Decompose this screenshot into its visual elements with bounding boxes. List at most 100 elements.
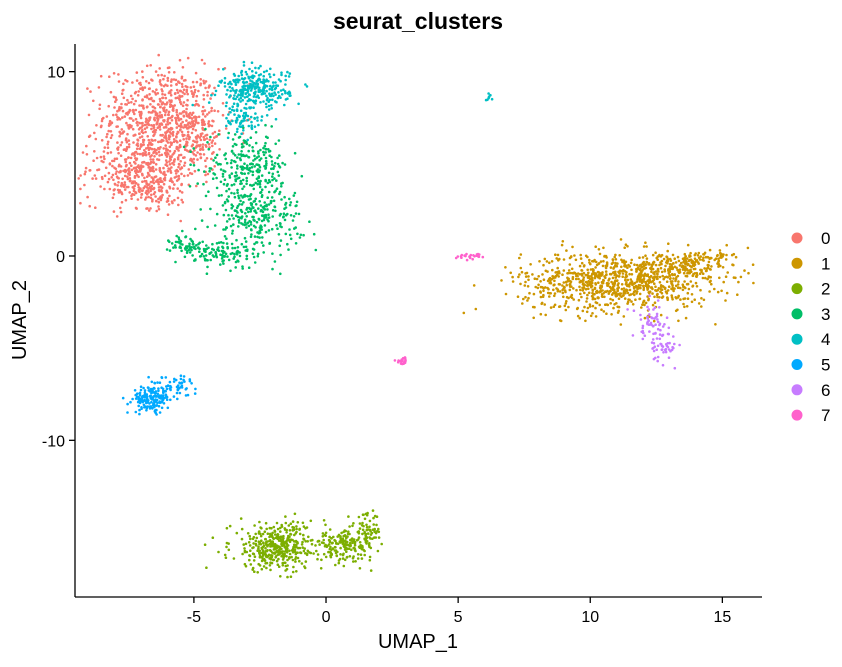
data-point xyxy=(293,533,296,537)
legend-label: 4 xyxy=(821,330,830,349)
data-point xyxy=(191,254,194,257)
data-point xyxy=(531,273,534,276)
data-point xyxy=(662,277,665,281)
data-point xyxy=(145,207,148,210)
data-point xyxy=(273,548,276,551)
data-point xyxy=(191,95,195,98)
data-point xyxy=(274,81,277,84)
data-point xyxy=(222,241,225,245)
data-point xyxy=(252,552,256,556)
data-point xyxy=(521,302,524,305)
data-point xyxy=(250,233,253,236)
data-point xyxy=(179,377,183,381)
data-point xyxy=(150,78,153,81)
data-point xyxy=(233,113,236,116)
data-point xyxy=(281,161,284,165)
data-point xyxy=(110,121,114,124)
data-point xyxy=(354,560,357,563)
data-point xyxy=(123,158,127,161)
data-point xyxy=(320,541,324,544)
data-point xyxy=(280,535,284,539)
data-point xyxy=(166,123,170,126)
data-point xyxy=(265,105,268,109)
data-point xyxy=(97,86,101,89)
data-point xyxy=(647,263,650,266)
data-point xyxy=(279,222,282,225)
data-point xyxy=(211,242,214,246)
data-point xyxy=(279,212,283,216)
data-point xyxy=(151,158,155,161)
data-point xyxy=(232,72,236,76)
data-point xyxy=(220,194,223,197)
data-point xyxy=(158,67,161,70)
data-point xyxy=(558,290,562,293)
data-point xyxy=(258,520,261,524)
data-point xyxy=(134,397,138,400)
data-point xyxy=(316,557,319,561)
data-point xyxy=(239,100,242,103)
data-point xyxy=(92,99,95,103)
data-point xyxy=(254,203,258,206)
data-point xyxy=(263,208,267,211)
data-point xyxy=(198,241,201,245)
data-point xyxy=(246,99,250,103)
data-point xyxy=(643,316,647,320)
data-point xyxy=(174,260,177,264)
data-point xyxy=(283,218,287,222)
data-point xyxy=(212,151,215,154)
data-point xyxy=(202,93,205,97)
data-point xyxy=(99,185,102,188)
data-point xyxy=(225,116,228,120)
data-point xyxy=(136,139,140,142)
data-point xyxy=(299,551,303,555)
data-point xyxy=(154,93,158,96)
data-point xyxy=(147,165,151,169)
data-point xyxy=(209,135,212,139)
data-point xyxy=(241,265,244,268)
data-point xyxy=(631,334,635,337)
data-point xyxy=(126,132,129,136)
data-point xyxy=(280,185,283,188)
data-point xyxy=(300,543,304,546)
data-point xyxy=(164,132,168,135)
data-point xyxy=(234,179,238,183)
data-point xyxy=(151,387,154,391)
data-point xyxy=(747,271,750,275)
data-point xyxy=(666,296,669,299)
data-point xyxy=(139,168,143,171)
data-point xyxy=(243,106,246,110)
data-point xyxy=(403,357,407,360)
data-point xyxy=(275,521,279,525)
data-point xyxy=(304,560,308,563)
data-point xyxy=(262,244,265,247)
data-point xyxy=(248,544,252,547)
data-point xyxy=(197,168,200,172)
data-point xyxy=(191,243,195,246)
data-point xyxy=(147,173,150,176)
data-point xyxy=(293,151,297,155)
data-point xyxy=(644,266,648,270)
data-point xyxy=(234,160,237,164)
data-point xyxy=(181,243,184,246)
data-point xyxy=(132,193,136,196)
data-point xyxy=(612,284,616,287)
data-point xyxy=(211,247,214,251)
data-point xyxy=(115,170,118,173)
data-point xyxy=(283,527,287,530)
data-point xyxy=(130,197,133,200)
data-point xyxy=(673,265,677,269)
data-point xyxy=(289,237,293,241)
data-point xyxy=(659,313,663,317)
data-point xyxy=(710,282,713,286)
data-point xyxy=(561,284,564,287)
data-point xyxy=(542,278,546,282)
data-point xyxy=(119,165,123,168)
data-point xyxy=(199,208,202,211)
data-point xyxy=(660,270,664,274)
data-point xyxy=(158,381,162,385)
data-point xyxy=(138,401,142,405)
data-point xyxy=(596,270,600,274)
data-point xyxy=(227,121,231,125)
data-point xyxy=(185,387,188,390)
data-point xyxy=(701,276,705,280)
